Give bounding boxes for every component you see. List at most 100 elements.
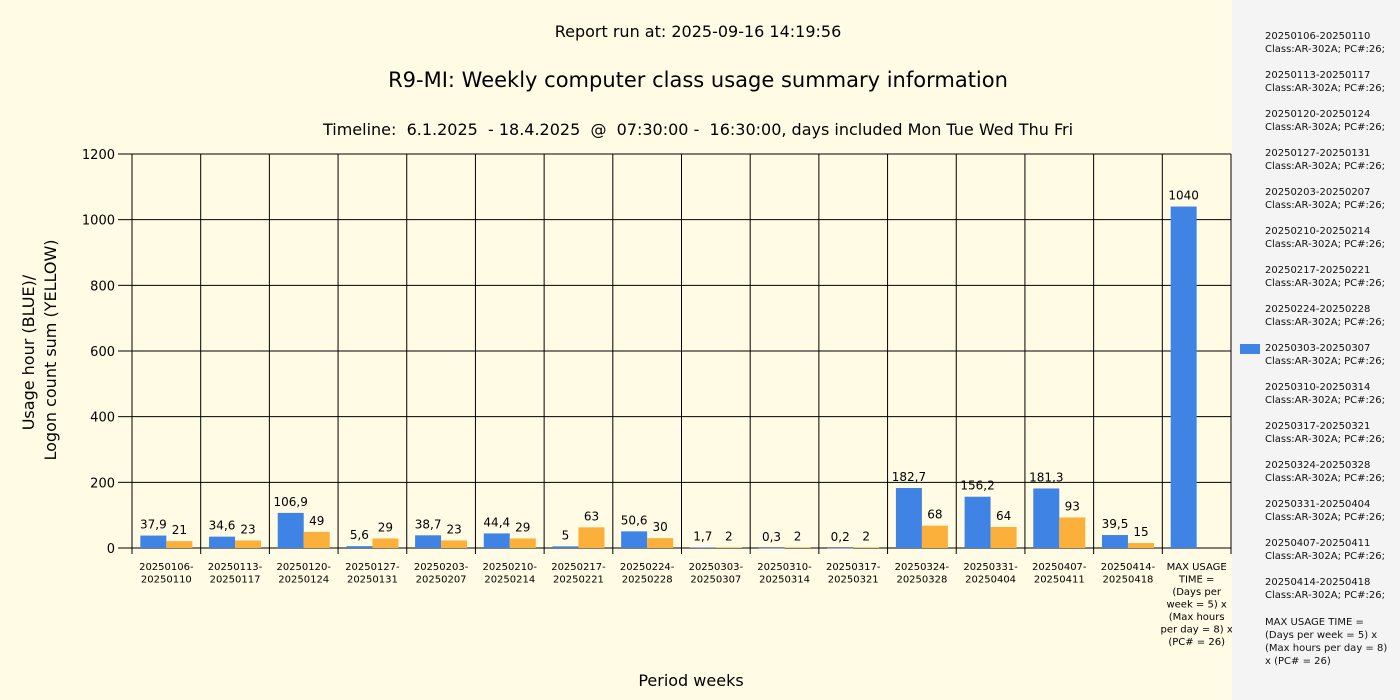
logon-data-label: 63 xyxy=(584,509,599,523)
logon-data-label: 68 xyxy=(927,508,942,522)
legend-item: 20250210-20250214 Class:AR-302A; PC#:26; xyxy=(1265,226,1385,250)
x-tick-label: 20250210- 20250214 xyxy=(483,562,538,586)
logon-bar xyxy=(303,531,330,548)
usage-data-label: 182,7 xyxy=(892,470,926,484)
legend-item: 20250317-20250321 Class:AR-302A; PC#:26; xyxy=(1265,421,1385,445)
logon-bar xyxy=(235,540,262,548)
legend-item: MAX USAGE TIME = (Days per week = 5) x (… xyxy=(1265,617,1388,667)
logon-bar xyxy=(647,538,674,548)
x-tick-label-line: 20250224- xyxy=(620,562,675,573)
logon-data-label: 23 xyxy=(240,522,255,536)
x-tick-label-line: 20250331- xyxy=(963,562,1018,573)
x-tick-label-line: 20250120- xyxy=(276,562,331,573)
logon-data-label: 29 xyxy=(515,520,530,534)
legend-item: 20250324-20250328 Class:AR-302A; PC#:26; xyxy=(1265,460,1385,484)
usage-data-label: 181,3 xyxy=(1029,470,1063,484)
x-tick-label-line: 20250207 xyxy=(416,575,467,586)
y-tick-label: 200 xyxy=(90,476,115,491)
data-labels: 37,9 34,6 106,9 5,6 38,7 44,4 5 50,6 1,7 0,3 0,2 18… xyxy=(140,189,1199,544)
x-tick-label: 20250324- 20250328 xyxy=(895,562,950,586)
usage-data-label: 50,6 xyxy=(621,513,648,527)
logon-bar xyxy=(166,541,193,548)
x-tick-label-line: 20250203- xyxy=(414,562,469,573)
x-tick-label-line: 20250113- xyxy=(208,562,263,573)
x-tick-label-line: 20250106- xyxy=(139,562,194,573)
usage-bar xyxy=(895,488,922,548)
logon-data-label: 23 xyxy=(446,522,461,536)
usage-data-label: 38,7 xyxy=(415,517,442,531)
usage-bar xyxy=(552,546,579,548)
legend-item: 20250113-20250117 Class:AR-302A; PC#:26; xyxy=(1265,70,1385,94)
x-tick-label-line: 20250328 xyxy=(896,575,947,586)
x-tick-label-line: (Days per xyxy=(1172,587,1222,598)
logon-bar xyxy=(990,526,1017,548)
logon-data-label: 29 xyxy=(378,520,393,534)
x-tick-label: 20250317- 20250321 xyxy=(826,562,881,586)
x-tick-label: 20250217- 20250221 xyxy=(551,562,606,586)
logon-data-label: 93 xyxy=(1065,499,1080,513)
usage-data-label: 39,5 xyxy=(1102,517,1129,531)
logon-bar xyxy=(715,547,742,548)
usage-data-label: 5 xyxy=(562,528,570,542)
legend-item: 20250224-20250228 Class:AR-302A; PC#:26; xyxy=(1265,304,1385,328)
usage-bar xyxy=(1033,488,1060,548)
x-tick-label-line: 20250217- xyxy=(551,562,606,573)
legend-item: 20250127-20250131 Class:AR-302A; PC#:26; xyxy=(1265,148,1385,172)
usage-data-label: 5,6 xyxy=(350,528,369,542)
logon-bar xyxy=(441,540,468,548)
plot-area xyxy=(0,0,1232,700)
logon-bar xyxy=(1127,543,1154,548)
usage-bar xyxy=(140,535,167,548)
legend-item: 20250407-20250411 Class:AR-302A; PC#:26; xyxy=(1265,538,1385,562)
legend-item: 20250331-20250404 Class:AR-302A; PC#:26; xyxy=(1265,499,1385,523)
x-tick-label-line: 20250414- xyxy=(1101,562,1156,573)
x-tick-label-line: 20250303- xyxy=(689,562,744,573)
usage-data-label: 44,4 xyxy=(483,515,510,529)
x-tick-label: 20250407- 20250411 xyxy=(1032,562,1087,586)
y-tick-label: 1200 xyxy=(82,148,115,163)
x-tick-label: 20250310- 20250314 xyxy=(757,562,812,586)
usage-bar xyxy=(1101,535,1128,548)
logon-data-label: 2 xyxy=(794,529,802,543)
x-tick-label-line: 20250228 xyxy=(622,575,673,586)
logon-bar xyxy=(372,538,399,548)
logon-bar xyxy=(1059,517,1086,548)
y-axis-title: Usage hour (BLUE)/ Logon count sum (YELL… xyxy=(19,239,60,460)
x-tick-label-line: 20250314 xyxy=(759,575,810,586)
x-tick-label-line: 20250324- xyxy=(895,562,950,573)
x-tick-label-line: 20250310- xyxy=(757,562,812,573)
x-tick-label-line: 20250117 xyxy=(210,575,261,586)
legend-panel xyxy=(1232,0,1400,700)
x-tick-label-line: 20250407- xyxy=(1032,562,1087,573)
legend-item: 20250303-20250307 Class:AR-302A; PC#:26; xyxy=(1265,343,1385,367)
x-tick-label-line: 20250210- xyxy=(483,562,538,573)
y-tick-label: 800 xyxy=(90,279,115,294)
logon-bar xyxy=(853,547,880,548)
logon-bar xyxy=(578,527,605,548)
x-tick-label-line: 20250418 xyxy=(1103,575,1154,586)
x-tick-label-line: TIME = xyxy=(1178,575,1215,586)
x-tick-label-line: 20250127- xyxy=(345,562,400,573)
usage-data-label: 1,7 xyxy=(693,529,712,543)
x-tick-label-line: 20250404 xyxy=(965,575,1016,586)
usage-bar xyxy=(621,531,648,548)
x-tick-label-line: MAX USAGE xyxy=(1167,562,1227,573)
usage-data-label: 34,6 xyxy=(209,519,236,533)
logon-data-label: 21 xyxy=(172,523,187,537)
usage-data-label: 156,2 xyxy=(960,479,994,493)
x-tick-label: 20250303- 20250307 xyxy=(689,562,744,586)
y-axis-title-line-1: Usage hour (BLUE)/ xyxy=(19,274,38,430)
axes: 02004006008001000120020250106-2025011020… xyxy=(82,148,1232,648)
x-axis-title: Period weeks xyxy=(638,671,743,690)
legend-swatch xyxy=(1240,344,1260,354)
usage-bar xyxy=(346,546,373,548)
x-tick-label: MAX USAGE TIME = (Days per week = 5) x (Max … xyxy=(1161,562,1232,648)
usage-data-label: 1040 xyxy=(1168,189,1199,203)
usage-bar xyxy=(827,547,854,549)
logon-data-label: 15 xyxy=(1133,525,1148,539)
logon-bar xyxy=(509,538,536,548)
x-tick-label: 20250414- 20250418 xyxy=(1101,562,1156,586)
usage-bar xyxy=(964,496,991,548)
logon-data-label: 49 xyxy=(309,514,324,528)
y-tick-label: 0 xyxy=(107,542,115,557)
